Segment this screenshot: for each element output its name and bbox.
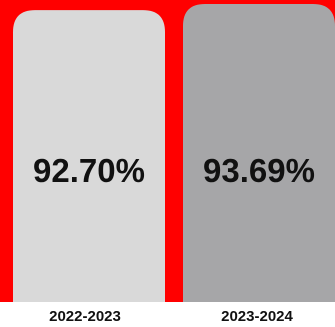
label-strip <box>0 302 335 327</box>
bars-layer <box>13 4 335 302</box>
bar-2023-2024 <box>183 4 335 302</box>
bar-value-label: 92.70% <box>33 152 145 189</box>
bar-2022-2023 <box>13 10 165 302</box>
category-tick-label: 2023-2024 <box>221 308 293 325</box>
labels-layer: 92.70% 2022-2023 93.69% 2023-2024 <box>33 152 315 325</box>
category-tick-label: 2022-2023 <box>49 308 121 325</box>
bar-value-label: 93.69% <box>203 152 315 189</box>
